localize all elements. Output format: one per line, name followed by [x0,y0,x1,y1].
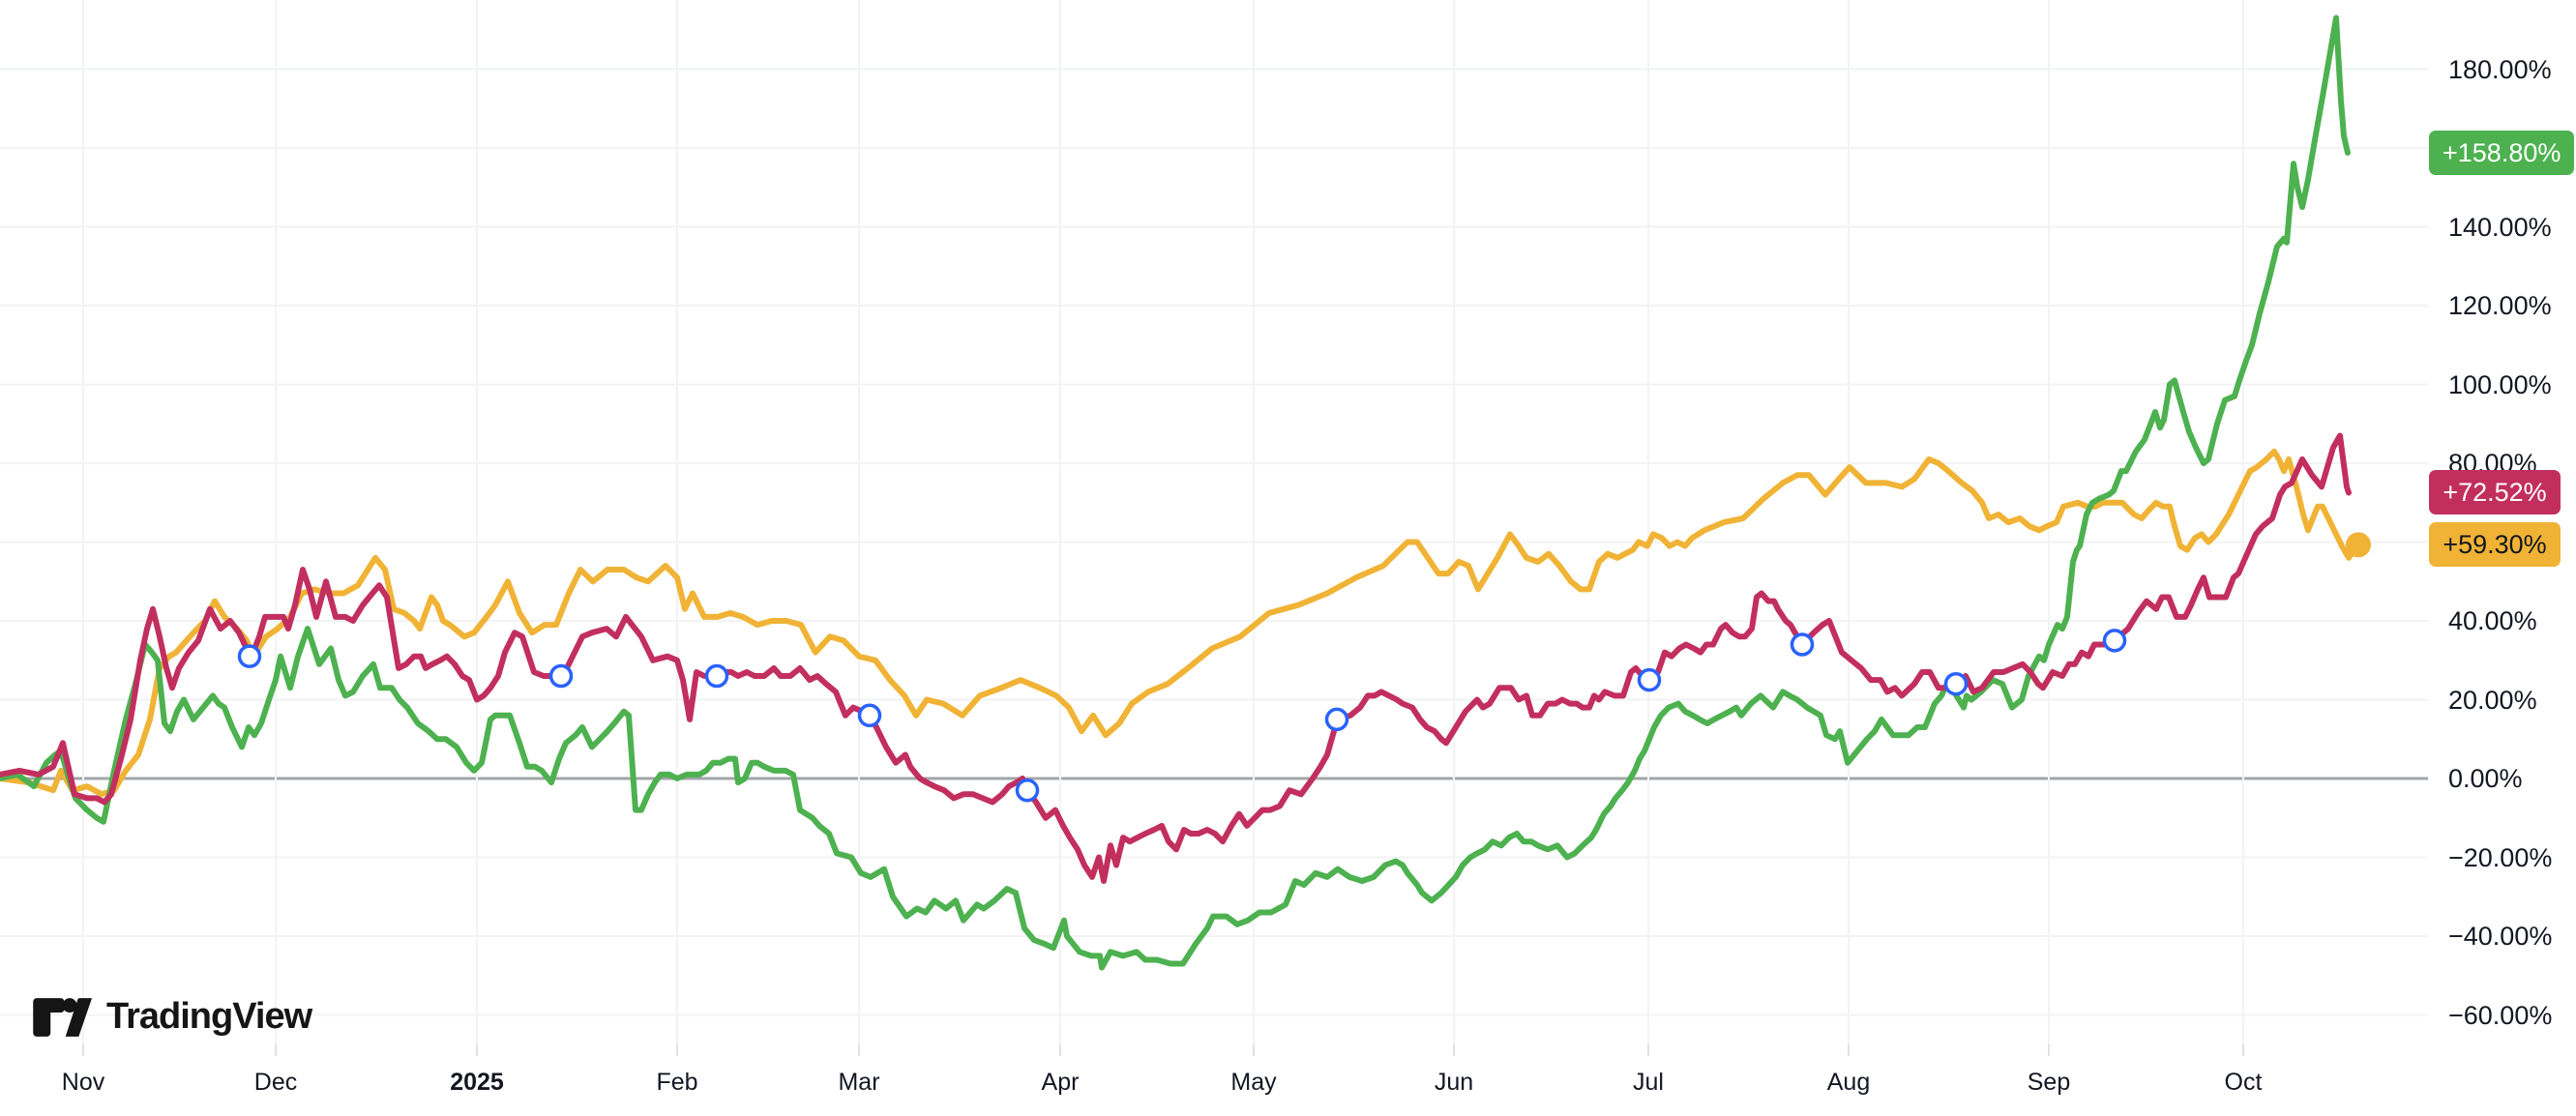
time-axis-label: Oct [2224,1069,2263,1096]
time-axis-label: Aug [1826,1069,1871,1096]
price-axis-label: 20.00% [2448,685,2537,715]
event-marker-icon [1015,778,1040,803]
time-axis-label: Apr [1041,1069,1080,1096]
event-marker-icon [857,703,882,728]
event-marker-icon [1790,632,1815,657]
yellow-series-end-dot [2346,532,2371,558]
price-axis-label: 100.00% [2448,369,2552,399]
price-axis-label: 40.00% [2448,606,2537,635]
event-marker-icon [1324,707,1349,732]
yellow-series-line [0,448,2361,798]
yellow-series-price-badge: +59.30% [2429,522,2561,568]
event-marker-icon [704,663,729,689]
event-marker-icon [237,644,262,668]
price-axis-label: −20.00% [2448,842,2553,872]
time-axis-label: Sep [2027,1069,2071,1096]
price-axis-label: 0.00% [2448,764,2523,793]
event-marker-icon [2102,629,2127,653]
price-axis-label: 180.00% [2448,54,2552,84]
event-marker-icon [1637,667,1662,692]
event-marker-icon [548,663,574,689]
time-axis-label: Mar [838,1069,880,1096]
price-axis-label: 140.00% [2448,212,2552,242]
time-axis-label: Nov [61,1069,105,1096]
time-axis-label: May [1230,1069,1277,1096]
price-axis-label: −40.00% [2448,922,2553,951]
time-axis-label: 2025 [450,1069,504,1096]
price-axis-label: −60.00% [2448,1000,2553,1030]
tradingview-logo-icon [33,997,92,1037]
crimson-series-line [0,432,2352,884]
tradingview-logo[interactable]: TradingView [32,996,312,1038]
tradingview-logo-text: TradingView [106,996,312,1037]
green-series-line [0,15,2351,971]
time-axis-label: Jul [1633,1069,1664,1096]
event-marker-icon [1943,671,1969,696]
time-axis-label: Feb [656,1069,698,1096]
crimson-series-price-badge: +72.52% [2429,470,2561,515]
time-axis-label: Dec [253,1069,298,1096]
time-axis-label: Jun [1434,1069,1474,1096]
green-series-price-badge: +158.80% [2429,130,2575,175]
price-axis-label: 120.00% [2448,291,2552,320]
